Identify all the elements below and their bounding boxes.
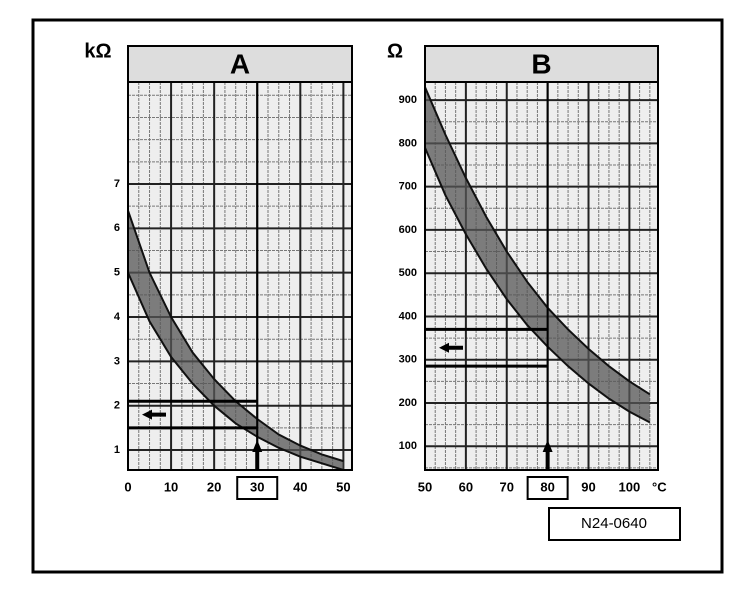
x-tick-label: 0 bbox=[124, 479, 131, 494]
x-tick-label: 60 bbox=[459, 479, 473, 494]
arrow-up bbox=[542, 440, 553, 470]
x-tick-label: 50 bbox=[418, 479, 432, 494]
x-axis-unit: °C bbox=[652, 479, 667, 494]
y-tick-label: 400 bbox=[399, 310, 417, 322]
x-tick-label: 70 bbox=[500, 479, 514, 494]
figure-label: N24-0640 bbox=[581, 515, 647, 532]
header-box bbox=[127, 45, 353, 83]
x-tick-label: 100 bbox=[619, 479, 641, 494]
x-tick-label: 80 bbox=[540, 479, 554, 494]
band-fill bbox=[425, 87, 650, 423]
y-tick-label: 2 bbox=[114, 400, 120, 412]
x-tick-label: 20 bbox=[207, 479, 221, 494]
y-axis-unit: Ω bbox=[387, 40, 403, 62]
y-tick-label: 800 bbox=[399, 137, 417, 149]
x-tick-label: 30 bbox=[250, 479, 264, 494]
plot-border bbox=[127, 81, 353, 471]
panel: B Ω °C 50 60 70 80 90 100 100 200 300 400 500 600 700 80… bbox=[387, 40, 667, 500]
frame bbox=[31, 18, 724, 574]
x-tick-label: 40 bbox=[293, 479, 307, 494]
x-tick-label: 10 bbox=[164, 479, 178, 494]
x-tick-label: 50 bbox=[336, 479, 350, 494]
y-tick-label: 3 bbox=[114, 355, 120, 367]
plot-border bbox=[424, 81, 659, 471]
band-edge bbox=[128, 272, 344, 470]
label-box bbox=[548, 507, 681, 541]
y-tick-label: 100 bbox=[399, 440, 417, 452]
band-edge bbox=[425, 147, 651, 424]
y-tick-label: 900 bbox=[399, 94, 417, 106]
panel-title: B bbox=[531, 48, 551, 79]
x-tick-label: 90 bbox=[581, 479, 595, 494]
y-tick-label: 6 bbox=[114, 222, 120, 234]
y-tick-label: 200 bbox=[399, 397, 417, 409]
panel: AkΩ 0 10 20 30 40 50 1 2 3 4 5 6 7 bbox=[84, 40, 353, 500]
arrow-left bbox=[439, 342, 463, 353]
y-tick-label: 1 bbox=[114, 444, 120, 456]
y-tick-label: 4 bbox=[114, 311, 121, 323]
y-tick-label: 600 bbox=[399, 224, 417, 236]
panel-title: A bbox=[230, 48, 250, 79]
band-edge bbox=[425, 86, 651, 396]
y-tick-label: 700 bbox=[399, 181, 417, 193]
arrow-up bbox=[252, 440, 263, 470]
arrow-left bbox=[142, 409, 166, 420]
y-axis-unit: kΩ bbox=[84, 40, 111, 62]
y-tick-label: 7 bbox=[114, 178, 120, 190]
tick-highlight bbox=[236, 476, 279, 500]
plot-background bbox=[425, 82, 658, 470]
tick-highlight bbox=[526, 476, 569, 500]
header-box bbox=[424, 45, 659, 83]
y-tick-label: 5 bbox=[114, 267, 120, 279]
band-fill bbox=[128, 210, 344, 470]
y-tick-label: 300 bbox=[399, 354, 417, 366]
y-tick-label: 500 bbox=[399, 267, 417, 279]
